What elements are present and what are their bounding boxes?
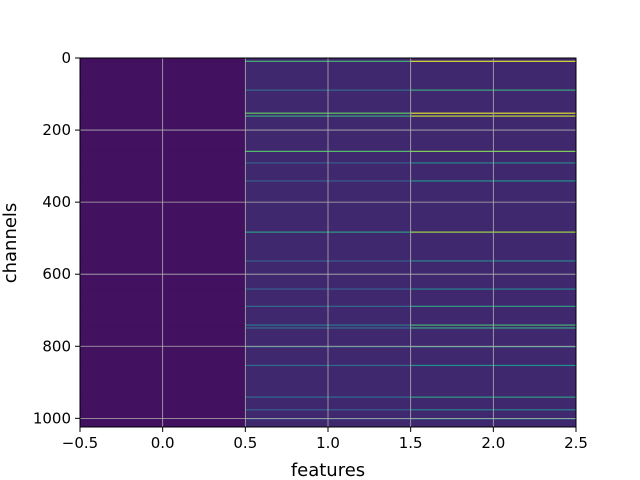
y-axis-label: channels bbox=[0, 203, 21, 284]
y-tick-label: 1000 bbox=[33, 409, 71, 427]
x-tick-label: 1.5 bbox=[399, 434, 423, 452]
x-tick-label: 1.0 bbox=[316, 434, 340, 452]
y-tick-label: 600 bbox=[42, 265, 71, 283]
y-tick-label: 200 bbox=[42, 121, 71, 139]
y-tick-label: 0 bbox=[61, 49, 71, 67]
y-tick-label: 400 bbox=[42, 193, 71, 211]
y-axis-ticks: 0 200 400 600 800 1000 bbox=[33, 49, 80, 427]
x-axis-label: features bbox=[291, 460, 365, 480]
x-tick-label: 2.5 bbox=[564, 434, 588, 452]
x-tick-label: 0.5 bbox=[233, 434, 257, 452]
x-tick-label: 0.0 bbox=[151, 434, 175, 452]
x-tick-label: −0.5 bbox=[62, 434, 98, 452]
x-tick-label: 2.0 bbox=[481, 434, 505, 452]
x-axis-ticks: −0.5 0.0 0.5 1.0 1.5 2.0 2.5 bbox=[62, 427, 588, 452]
y-tick-label: 800 bbox=[42, 337, 71, 355]
